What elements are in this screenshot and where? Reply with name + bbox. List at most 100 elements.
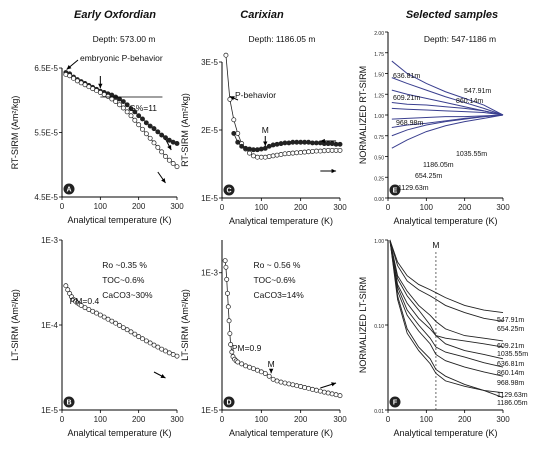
x-tick-label: 0 — [220, 415, 225, 424]
data-point-open — [155, 344, 161, 350]
series-line — [391, 114, 504, 128]
y-tick-label: 1E-5 — [201, 406, 218, 415]
annotation-label: P-behavior — [235, 90, 276, 100]
panel-label: D — [226, 400, 231, 407]
series-label: 968.98m — [396, 120, 423, 127]
y-tick-label: 1E-3 — [201, 269, 218, 278]
panel-label: E — [393, 188, 398, 195]
data-point-open — [294, 383, 300, 389]
data-point-open — [113, 320, 119, 326]
x-tick-label: 0 — [386, 415, 391, 424]
y-tick-label: 0.00 — [374, 197, 384, 203]
data-point-open — [170, 161, 176, 166]
warming-arrow-head — [331, 382, 337, 387]
x-axis-label: Analytical temperature (K) — [393, 216, 497, 226]
x-axis-label: Analytical temperature (K) — [229, 428, 333, 438]
data-point-open — [128, 113, 134, 119]
data-point-open — [282, 151, 288, 157]
data-point-open — [147, 340, 153, 346]
series-line — [389, 239, 504, 322]
panel-a: Early Oxfordian Depth: 573.00 m 0 100 200 300… — [10, 9, 184, 225]
series-line — [391, 114, 504, 120]
data-point-open — [251, 153, 256, 159]
x-tick-label: 200 — [132, 202, 146, 211]
x-tick-label: 0 — [220, 203, 225, 212]
data-point-open — [290, 150, 296, 156]
data-point-open — [274, 378, 280, 384]
data-point-open — [270, 153, 276, 159]
data-point-open — [225, 304, 231, 310]
data-point-filled — [333, 141, 339, 147]
panel-f: 0 100 200 300 0.01 0.10 1.00 Analytical tempera… — [358, 239, 528, 438]
panel-label-badge — [389, 396, 401, 408]
panel-label-badge — [63, 396, 75, 408]
x-tick-label: 300 — [496, 415, 510, 424]
data-point-open — [78, 80, 84, 86]
warming-arrow-head — [331, 168, 337, 174]
data-point-filled — [270, 142, 276, 148]
data-point-filled — [120, 99, 126, 104]
panel-subtitle: Depth: 1186.05 m — [249, 34, 316, 44]
data-point-open — [310, 386, 315, 392]
y-tick-label: 0.25 — [374, 176, 384, 182]
data-point-open — [120, 105, 126, 111]
data-point-open — [313, 148, 319, 154]
data-point-open — [325, 147, 331, 153]
panel-d: 0 100 200 300 1E-5 1E-3 Analytical temperature… — [180, 240, 347, 438]
data-point-filled — [298, 139, 304, 145]
data-point-open — [298, 149, 304, 155]
data-point-open — [120, 325, 126, 331]
y-tick-label: 1E-5 — [201, 194, 218, 203]
y-axis-label: RT-SIRM (Am²/kg) — [10, 96, 20, 170]
panel-c: Carixian Depth: 1186.05 m 0 100 200 300 1E-5 2E… — [180, 9, 347, 226]
x-tick-label: 100 — [255, 203, 269, 212]
data-point-open — [174, 353, 180, 359]
data-point-open — [239, 361, 245, 367]
y-tick-label: 1E-5 — [41, 406, 58, 415]
panel-title: Carixian — [240, 9, 284, 21]
data-point-open — [313, 387, 319, 393]
data-point-open — [262, 371, 268, 376]
data-point-filled — [243, 145, 249, 151]
data-point-open — [228, 342, 234, 347]
data-point-open — [286, 381, 292, 387]
series-label: 636.81m — [497, 361, 524, 368]
data-point-filled — [174, 141, 180, 146]
data-point-filled — [159, 132, 165, 138]
data-point-filled — [258, 146, 264, 152]
annotation-label: G%=11 — [129, 103, 157, 113]
data-point-open — [278, 379, 284, 385]
series-label: 1129.63m — [398, 185, 429, 192]
series-label: 654.25m — [497, 326, 524, 333]
data-point-open — [113, 99, 119, 104]
data-point-open — [78, 302, 84, 308]
data-point-filled — [151, 126, 157, 132]
data-point-filled — [140, 116, 145, 122]
y-tick-label: 2E-5 — [201, 126, 218, 135]
data-point-open — [124, 327, 130, 333]
data-point-open — [235, 130, 241, 136]
data-point-open — [151, 342, 157, 348]
data-point-open — [306, 385, 311, 391]
data-point-open — [166, 157, 172, 163]
data-point-filled — [231, 130, 237, 136]
axis-lines — [221, 62, 340, 199]
data-point-open — [258, 154, 264, 160]
panel-label-badge — [63, 183, 75, 195]
x-tick-label: 100 — [255, 415, 269, 424]
y-tick-label: 1.00 — [374, 114, 384, 120]
data-point-filled — [254, 147, 260, 153]
data-point-open — [97, 90, 103, 95]
y-tick-label: 1E-4 — [41, 321, 58, 330]
data-point-open — [247, 364, 252, 370]
series-label: 1186.05m — [423, 162, 454, 169]
y-axis-label: RT-SIRM (Am²/kg) — [180, 93, 190, 167]
data-point-open — [86, 84, 92, 90]
data-point-open — [227, 96, 233, 102]
annotation-arrow-head — [66, 64, 72, 70]
data-point-filled — [325, 141, 331, 147]
series-line — [391, 60, 504, 116]
data-point-open — [333, 147, 339, 153]
series-label: 1035.55m — [497, 351, 528, 358]
panel-label: C — [226, 188, 231, 195]
